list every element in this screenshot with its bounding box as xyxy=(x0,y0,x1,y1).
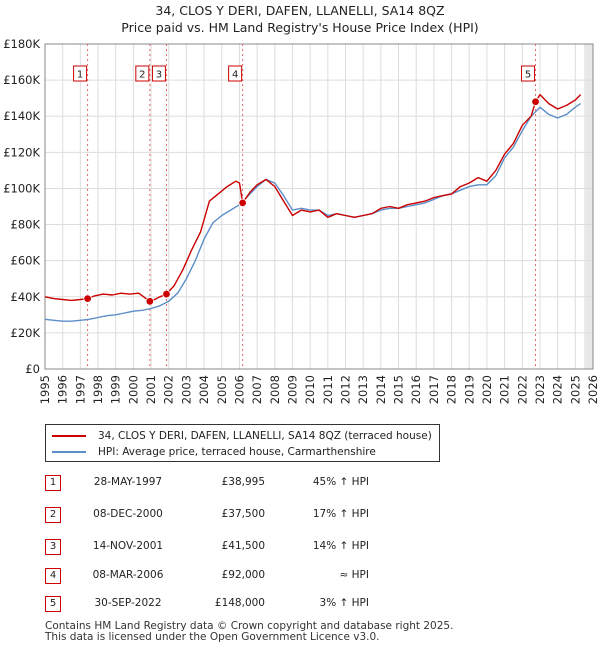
legend-swatch-hpi xyxy=(52,451,86,453)
x-tick-label: 2008 xyxy=(268,375,282,404)
transaction-label: 1 xyxy=(77,70,83,81)
x-tick-label: 1995 xyxy=(38,375,52,404)
transaction-point xyxy=(145,297,155,306)
transaction-label-box xyxy=(151,65,166,82)
x-tick-label: 1996 xyxy=(56,375,70,404)
x-tick-label: 2014 xyxy=(374,375,388,404)
x-tick-label: 1998 xyxy=(91,375,105,404)
legend-swatch-property xyxy=(52,435,86,437)
x-tick-label: 2020 xyxy=(480,375,494,404)
transaction-hpi: 3% ↑ HPI xyxy=(319,597,369,609)
transaction-date: 28-MAY-1997 xyxy=(93,476,163,488)
x-tick-label: 2023 xyxy=(533,375,547,404)
transaction-price: £148,000 xyxy=(214,597,265,609)
transaction-number: 5 xyxy=(45,596,61,612)
transaction-point xyxy=(531,97,540,106)
transaction-label: 3 xyxy=(156,70,162,81)
transaction-hpi: 14% ↑ HPI xyxy=(312,540,369,552)
legend-item-property: 34, CLOS Y DERI, DAFEN, LLANELLI, SA14 8… xyxy=(52,428,432,444)
x-tick-label: 1999 xyxy=(109,375,123,404)
x-tick-label: 2018 xyxy=(445,375,459,404)
transaction-number: 4 xyxy=(45,568,61,584)
x-tick-label: 2001 xyxy=(144,375,158,404)
transaction-label-box xyxy=(135,65,150,82)
x-tick-label: 2000 xyxy=(126,375,140,404)
future-shade xyxy=(584,44,593,369)
transaction-date: 08-MAR-2006 xyxy=(92,569,164,581)
transaction-date: 14-NOV-2001 xyxy=(92,540,164,552)
x-tick-label: 2003 xyxy=(179,375,193,404)
x-tick-label: 2004 xyxy=(197,375,211,404)
transaction-date: 30-SEP-2022 xyxy=(94,597,162,609)
x-tick-label: 2016 xyxy=(409,375,423,404)
x-tick-label: 2026 xyxy=(586,375,600,404)
transaction-date: 08-DEC-2000 xyxy=(93,508,163,520)
x-tick-label: 2010 xyxy=(303,375,317,404)
transaction-price: £92,000 xyxy=(221,569,265,581)
transaction-number: 3 xyxy=(45,539,61,555)
x-tick-label: 1997 xyxy=(73,375,87,404)
y-tick-label: £60K xyxy=(11,254,41,268)
transaction-price: £37,500 xyxy=(221,508,265,520)
price-chart: £0 £20K £40K £60K £80K £100K £120K £140K £160K £1… xyxy=(3,37,600,404)
y-tick-label: £20K xyxy=(11,326,41,340)
legend-label-hpi: HPI: Average price, terraced house, Carm… xyxy=(98,446,376,458)
y-tick-label: £100K xyxy=(3,181,40,195)
x-tick-label: 2011 xyxy=(321,375,335,404)
x-tick-label: 2013 xyxy=(356,375,370,404)
transaction-price: £38,995 xyxy=(221,476,265,488)
plot-frame xyxy=(44,43,594,370)
transaction-point xyxy=(162,289,171,299)
x-tick-label: 2021 xyxy=(498,375,512,404)
legend: 34, CLOS Y DERI, DAFEN, LLANELLI, SA14 8… xyxy=(45,424,440,462)
y-tick-label: £80K xyxy=(11,218,41,232)
transaction-label-box xyxy=(521,65,536,82)
series-line-property xyxy=(44,93,582,302)
transaction-point xyxy=(238,198,247,208)
y-tick-label: £140K xyxy=(3,109,40,123)
y-tick-label: £160K xyxy=(3,73,40,87)
chart-title: 34, CLOS Y DERI, DAFEN, LLANELLI, SA14 8… xyxy=(155,3,445,18)
x-tick-label: 2002 xyxy=(162,375,176,404)
y-tick-label: £180K xyxy=(3,37,40,51)
x-tick-label: 2015 xyxy=(392,375,406,404)
transaction-number: 2 xyxy=(45,507,61,523)
transaction-label: 4 xyxy=(232,70,238,81)
x-tick-label: 2009 xyxy=(285,375,299,404)
footer-copyright: Contains HM Land Registry data © Crown c… xyxy=(45,620,454,632)
transaction-hpi: 17% ↑ HPI xyxy=(312,508,369,520)
transaction-hpi: ≈ HPI xyxy=(339,569,369,581)
plot-area xyxy=(45,44,593,369)
series-line-hpi xyxy=(44,103,581,322)
y-tick-label: £40K xyxy=(11,290,41,304)
x-tick-label: 2019 xyxy=(462,375,476,404)
transaction-hpi: 45% ↑ HPI xyxy=(312,476,369,488)
x-tick-label: 2022 xyxy=(515,375,529,404)
transaction-label: 2 xyxy=(139,70,145,81)
x-tick-label: 2025 xyxy=(568,375,582,404)
transaction-label-box xyxy=(228,65,243,82)
transaction-number: 1 xyxy=(45,475,61,491)
x-tick-label: 2012 xyxy=(339,375,353,404)
y-tick-label: £120K xyxy=(3,145,40,159)
y-tick-label: £0 xyxy=(25,362,40,376)
x-tick-label: 2006 xyxy=(232,375,246,404)
transaction-price: £41,500 xyxy=(221,540,265,552)
transaction-point xyxy=(83,294,92,303)
x-tick-label: 2024 xyxy=(551,375,565,404)
x-tick-label: 2005 xyxy=(215,375,229,404)
transaction-label-box xyxy=(73,65,88,82)
legend-label-property: 34, CLOS Y DERI, DAFEN, LLANELLI, SA14 8… xyxy=(98,430,432,442)
footer-licence: This data is licensed under the Open Gov… xyxy=(45,631,380,643)
transaction-label: 5 xyxy=(525,70,531,81)
chart-subtitle: Price paid vs. HM Land Registry's House … xyxy=(121,20,479,35)
x-tick-label: 2017 xyxy=(427,375,441,404)
x-tick-label: 2007 xyxy=(250,375,264,404)
legend-item-hpi: HPI: Average price, terraced house, Carm… xyxy=(52,444,376,460)
